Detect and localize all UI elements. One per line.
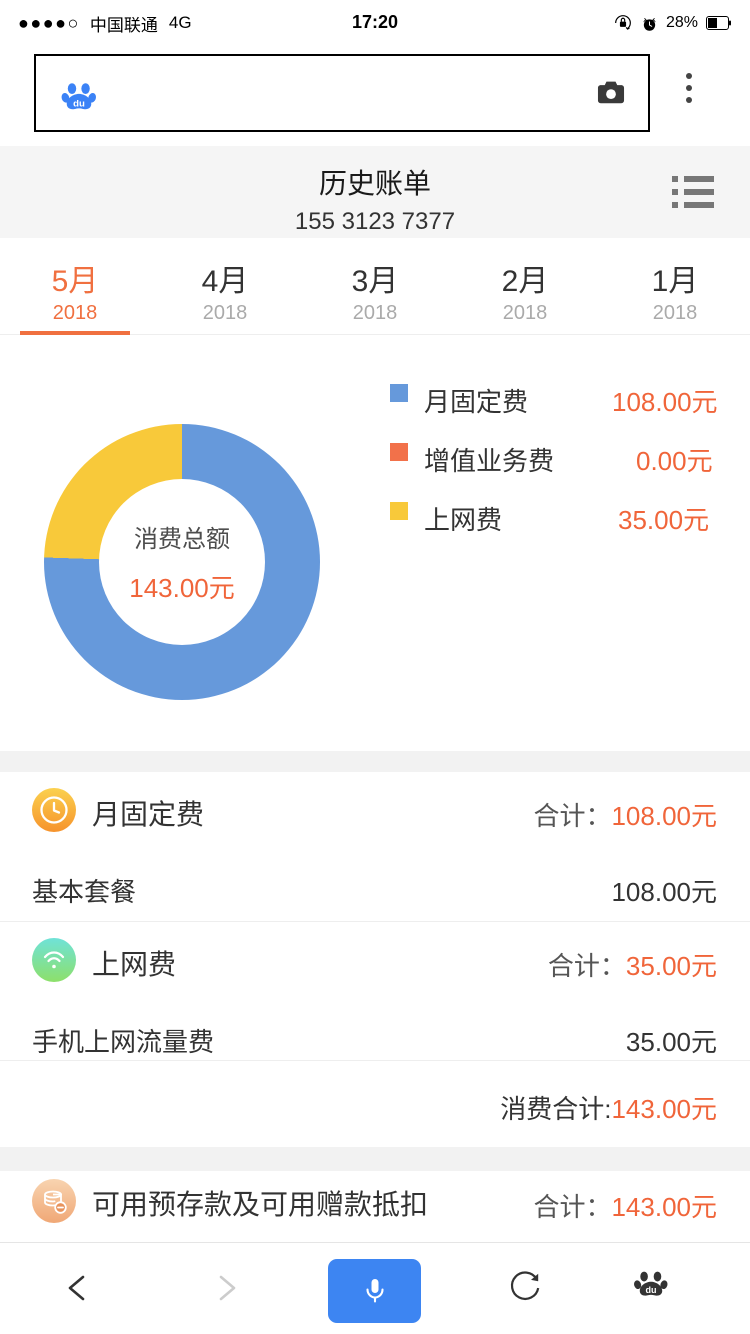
svg-text:du: du (73, 99, 85, 110)
svg-text:du: du (645, 1285, 656, 1295)
